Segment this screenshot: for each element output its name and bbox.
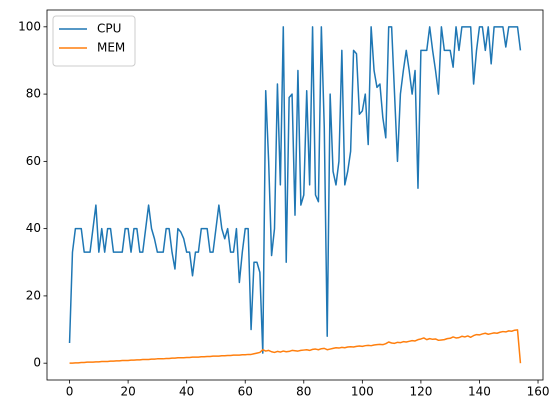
y-tick-label: 100 <box>18 19 41 33</box>
x-tick-label: 160 <box>527 385 550 399</box>
x-tick-label: 140 <box>468 385 491 399</box>
y-tick-label: 40 <box>26 221 41 235</box>
x-tick-label: 60 <box>238 385 253 399</box>
data-line <box>68 26 522 354</box>
x-tick-label: 0 <box>66 385 74 399</box>
x-tick-label: 80 <box>296 385 311 399</box>
y-tick-label: 80 <box>26 87 41 101</box>
y-tick-label: 20 <box>26 288 41 302</box>
x-tick-label: 100 <box>351 385 374 399</box>
plot-frame <box>46 9 544 381</box>
y-tick-label: 60 <box>26 154 41 168</box>
y-tick-label: 0 <box>33 356 41 370</box>
data-line <box>69 329 522 364</box>
x-tick-label: 40 <box>179 385 194 399</box>
legend-label: CPU <box>97 22 121 36</box>
x-tick-label: 120 <box>409 385 432 399</box>
x-tick-label: 20 <box>120 385 135 399</box>
legend-label: MEM <box>97 41 125 55</box>
